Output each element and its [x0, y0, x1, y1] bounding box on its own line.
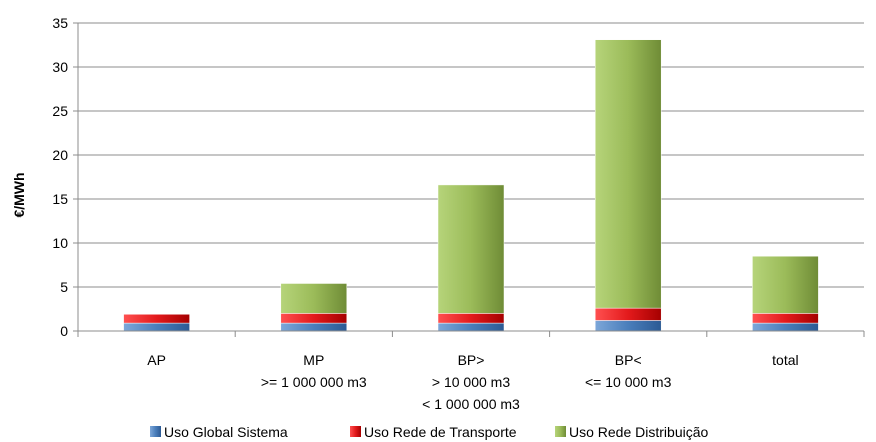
x-category-label: total — [772, 352, 798, 368]
bar-segment-uso-global-sistema — [280, 322, 348, 332]
y-tick-label: 5 — [60, 279, 68, 295]
legend-swatch — [350, 426, 361, 437]
bar-segment-uso-rede-distribuicao — [280, 283, 348, 314]
y-tick-label: 15 — [52, 191, 68, 207]
bar-segment-uso-rede-transporte — [752, 313, 819, 324]
bar-segment-uso-global-sistema — [752, 322, 819, 332]
x-category-label: BP< <= 10 000 m3 — [585, 352, 672, 390]
legend-label: Uso Rede Distribuição — [569, 424, 708, 440]
bars — [123, 39, 819, 332]
y-tick-label: 35 — [52, 15, 68, 31]
bar-segment-uso-rede-transporte — [280, 313, 348, 324]
x-category-label: AP — [147, 352, 166, 368]
bar-segment-uso-rede-transporte — [437, 313, 505, 324]
bar-segment-uso-rede-distribuicao — [752, 255, 819, 314]
bar-segment-uso-global-sistema — [437, 322, 505, 332]
y-tick-label: 20 — [52, 147, 68, 163]
x-category-label: MP >= 1 000 000 m3 — [261, 352, 367, 390]
y-axis-title: €/MWh — [11, 172, 27, 217]
x-category-label: BP> > 10 000 m3 < 1 000 000 m3 — [422, 352, 520, 412]
y-tick-label: 25 — [52, 103, 68, 119]
legend-label: Uso Rede de Transporte — [364, 424, 517, 440]
y-tick-label: 30 — [52, 59, 68, 75]
bar-segment-uso-global-sistema — [123, 322, 190, 332]
legend-swatch — [150, 426, 161, 437]
bar-segment-uso-rede-transporte — [123, 314, 190, 324]
y-axis-ticks: 0 5 10 15 20 25 30 35 — [52, 15, 78, 339]
bar-segment-uso-rede-transporte — [594, 307, 662, 321]
axes — [77, 23, 865, 337]
legend-label: Uso Global Sistema — [164, 424, 288, 440]
x-axis-labels: AP MP >= 1 000 000 m3 BP> > 10 000 m3 < 1 000… — [147, 352, 798, 412]
bar-segment-uso-rede-distribuicao — [594, 39, 662, 309]
bar-segment-uso-rede-distribuicao — [437, 184, 505, 314]
legend-swatch — [555, 426, 566, 437]
legend: Uso Global Sistema Uso Rede de Transporte… — [150, 424, 708, 440]
y-tick-label: 0 — [60, 323, 68, 339]
bar-segment-uso-global-sistema — [594, 320, 662, 332]
y-tick-label: 10 — [52, 235, 68, 251]
